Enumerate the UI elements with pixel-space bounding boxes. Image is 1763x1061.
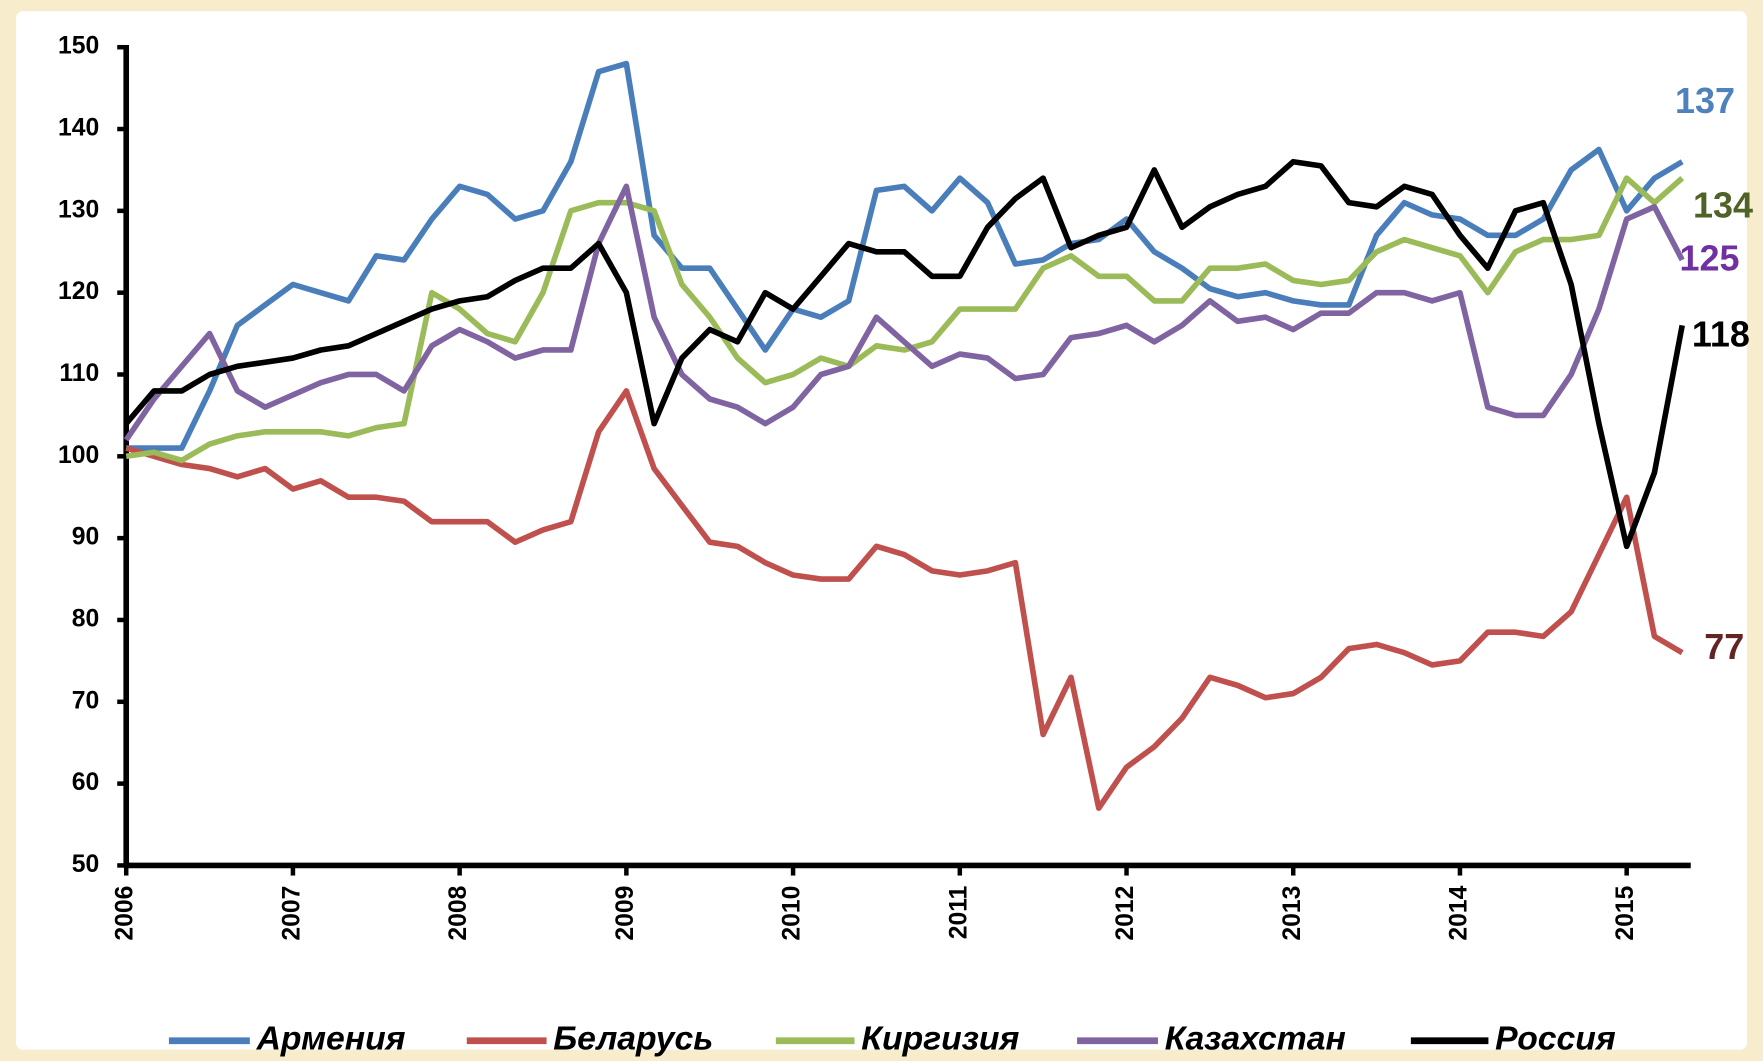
series-line [124,158,1685,550]
annotation: 77 [1704,626,1744,667]
x-tick-label: 2008 [445,886,472,941]
y-tick-label: 150 [58,33,99,60]
legend-label: Киргизия [861,1020,1019,1058]
y-tick-label: 60 [72,769,100,796]
panel [16,11,1747,1050]
x-tick-label: 2011 [945,885,972,939]
legend-label: Россия [1495,1020,1616,1058]
series-line [123,183,1685,442]
series-line [125,388,1684,811]
x-tick-label: 2013 [1279,886,1306,941]
y-tick-label: 80 [72,605,100,632]
y-tick-label: 100 [58,442,99,469]
y-tick-label: 70 [72,687,100,714]
y-tick-label: 50 [72,851,100,878]
x-tick-label: 2014 [1445,885,1472,940]
x-tick-label: 2007 [278,886,305,941]
x-tick-label: 2012 [1112,886,1139,941]
annotation: 134 [1693,184,1753,225]
annotation: 137 [1675,80,1735,121]
annotation: 125 [1679,237,1739,278]
x-tick-label: 2010 [779,886,806,941]
y-tick-label: 90 [72,524,100,551]
y-tick-label: 130 [58,196,99,223]
x-tick-label: 2006 [112,886,139,941]
y-tick-label: 120 [58,278,99,305]
x-tick-label: 2009 [612,886,639,941]
legend-label: Беларусь [553,1020,713,1058]
x-tick-label: 2015 [1612,885,1639,940]
series-line [125,175,1685,464]
y-tick-label: 110 [59,360,99,387]
y-tick-label: 140 [58,115,99,142]
series-line [126,60,1684,451]
annotation: 118 [1692,314,1750,355]
legend-label: Казахстан [1165,1020,1346,1058]
legend-label: Армения [256,1020,406,1058]
